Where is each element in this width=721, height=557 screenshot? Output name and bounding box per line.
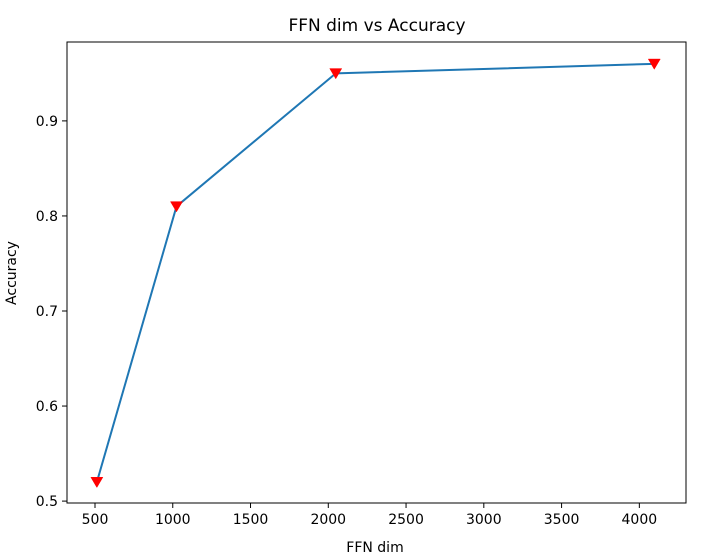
x-tick-label: 1000 (155, 512, 191, 528)
x-axis-label: FFN dim (346, 540, 403, 556)
y-tick-label: 0.8 (36, 209, 58, 225)
y-tick-label: 0.5 (36, 494, 58, 510)
x-tick-label: 4000 (622, 512, 658, 528)
y-tick-label: 0.7 (36, 304, 58, 320)
data-point-marker (90, 477, 104, 488)
x-tick-label: 2500 (388, 512, 424, 528)
x-axis: 500 1000 1500 2000 2500 3000 3500 4000 (82, 503, 658, 528)
x-tick-label: 1500 (233, 512, 269, 528)
plot-frame (66, 41, 687, 504)
plot-area (90, 58, 661, 488)
data-point-marker (647, 58, 661, 70)
x-tick-label: 3000 (466, 512, 502, 528)
series-line (95, 62, 656, 484)
x-tick-label: 2000 (310, 512, 346, 528)
data-point-marker (329, 68, 343, 80)
x-tick-label: 500 (82, 512, 109, 528)
chart-title: FFN dim vs Accuracy (288, 16, 465, 36)
data-point-marker (170, 201, 183, 213)
y-axis-label: Accuracy (4, 241, 20, 305)
y-tick-label: 0.9 (36, 114, 58, 130)
x-tick-label: 3500 (544, 512, 580, 528)
y-axis: 0.5 0.6 0.7 0.8 0.9 (36, 114, 67, 510)
y-tick-label: 0.6 (36, 399, 58, 415)
